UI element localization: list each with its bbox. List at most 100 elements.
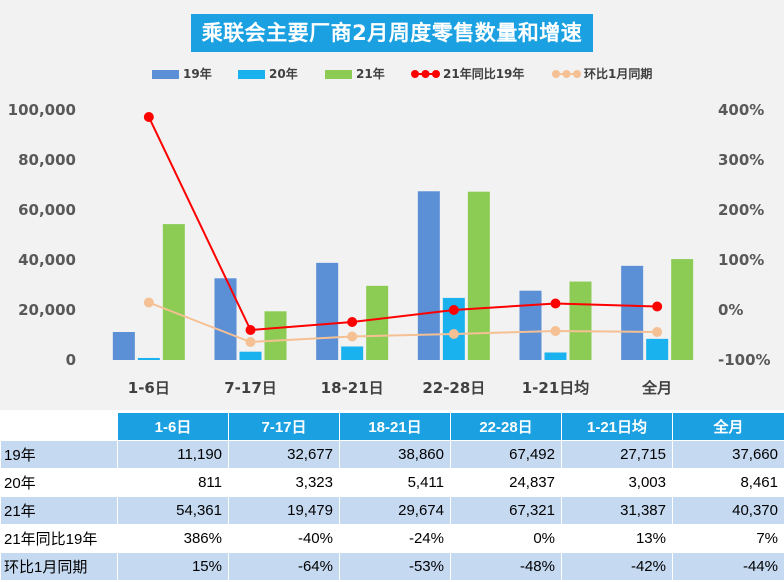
table-cell: 13% (561, 524, 673, 553)
legend-swatch-19年 (152, 70, 179, 79)
table-row: 21年同比19年 386% -40% -24% 0% 13% 7% (0, 524, 784, 553)
bar-20年-1-21日均 (544, 352, 567, 360)
bar-20年-7-17日 (239, 351, 262, 360)
table-cell: -24% (339, 524, 451, 553)
table-cell: 37,660 (672, 440, 784, 469)
table-row: 19年 11,190 32,677 38,860 67,492 27,715 3… (0, 440, 784, 469)
table-header: 1-6日 (117, 412, 229, 441)
table-cell: 67,321 (450, 496, 562, 525)
legend-marker (552, 70, 560, 78)
table-cell: -53% (339, 552, 451, 581)
table-header-row: 1-6日 7-17日 18-21日 22-28日 1-21日均 全月 (0, 412, 784, 441)
left-tick-label: 100,000 (8, 101, 76, 119)
bar-20年-全月 (646, 338, 669, 360)
bar-21年-1-6日 (162, 224, 185, 360)
right-tick-label: -100% (718, 351, 771, 369)
point-环比1月同期-全月 (652, 327, 663, 337)
legend-marker (432, 70, 440, 78)
legend-marker (421, 70, 430, 78)
table-cell: 54,361 (117, 496, 229, 525)
table-header: 全月 (672, 412, 784, 441)
category-label: 1-21日均 (522, 379, 590, 397)
table-cell: 7% (672, 524, 784, 553)
point-21年同比19年-1-21日均 (550, 298, 561, 309)
right-tick-label: 200% (718, 201, 764, 219)
row-label: 环比1月同期 (0, 552, 118, 581)
legend-label: 21年 (356, 66, 385, 81)
left-tick-label: 40,000 (18, 251, 76, 269)
point-环比1月同期-1-21日均 (550, 326, 561, 336)
bar-20年-1-6日 (137, 357, 160, 360)
table-cell: 386% (117, 524, 229, 553)
row-label: 21年 (0, 496, 118, 525)
right-axis: -100% 0% 100% 200% 300% 400% (718, 101, 771, 369)
chart-title: 乘联会主要厂商2月周度零售数量和增速 (191, 14, 593, 52)
legend: 19年 20年 21年 21年同比19年 环比1月同期 (152, 66, 652, 81)
category-label: 18-21日 (321, 379, 384, 397)
category-label: 22-28日 (422, 379, 485, 397)
table-cell: 3,323 (228, 468, 340, 497)
right-tick-label: 400% (718, 101, 764, 119)
table-header: 7-17日 (228, 412, 340, 441)
table-cell: 38,860 (339, 440, 451, 469)
point-环比1月同期-7-17日 (245, 337, 256, 347)
row-label: 20年 (0, 468, 118, 497)
table-header: 22-28日 (450, 412, 562, 441)
legend-marker (573, 70, 581, 78)
row-label: 19年 (0, 440, 118, 469)
left-tick-label: 60,000 (18, 201, 76, 219)
table-cell: 15% (117, 552, 229, 581)
point-21年同比19年-18-21日 (347, 317, 358, 327)
bar-19年-7-17日 (214, 278, 237, 360)
category-label: 1-6日 (128, 379, 170, 397)
table-header: 18-21日 (339, 412, 451, 441)
legend-swatch-21年 (325, 70, 352, 79)
point-21年同比19年-22-28日 (448, 305, 459, 315)
table-cell: -42% (561, 552, 673, 581)
table-cell: 5,411 (339, 468, 451, 497)
bar-21年-全月 (671, 259, 694, 360)
table-cell: 11,190 (117, 440, 229, 469)
chart-area: 乘联会主要厂商2月周度零售数量和增速 19年 20年 21年 21年同比19年 环比1月… (0, 0, 784, 410)
chart-svg: 19年 20年 21年 21年同比19年 环比1月同期 0 20,000 40,000 60,… (8, 66, 771, 397)
table-cell: 67,492 (450, 440, 562, 469)
bar-20年-22-28日 (442, 297, 465, 360)
bar-21年-22-28日 (467, 191, 490, 360)
table-corner (0, 412, 118, 441)
row-label: 21年同比19年 (0, 524, 118, 553)
bar-19年-1-21日均 (519, 290, 542, 360)
bar-19年-全月 (621, 265, 644, 360)
category-label: 7-17日 (224, 379, 277, 397)
table-cell: 811 (117, 468, 229, 497)
left-tick-label: 80,000 (18, 151, 76, 169)
bar-21年-18-21日 (366, 285, 389, 360)
table-cell: 32,677 (228, 440, 340, 469)
table-cell: 8,461 (672, 468, 784, 497)
right-tick-label: 0% (718, 301, 743, 319)
table-cell: 29,674 (339, 496, 451, 525)
table-row: 20年 811 3,323 5,411 24,837 3,003 8,461 (0, 468, 784, 497)
point-环比1月同期-22-28日 (448, 329, 459, 339)
point-21年同比19年-1-6日 (143, 112, 154, 122)
point-环比1月同期-1-6日 (143, 297, 154, 308)
legend-label: 20年 (269, 66, 298, 81)
bar-19年-1-6日 (112, 332, 135, 360)
line-环比1月同期 (148, 301, 658, 344)
right-tick-label: 300% (718, 151, 764, 169)
table-cell: 3,003 (561, 468, 673, 497)
category-labels: 1-6日 7-17日 18-21日 22-28日 1-21日均 全月 (128, 379, 672, 397)
legend-label: 环比1月同期 (584, 66, 652, 81)
data-table: 1-6日 7-17日 18-21日 22-28日 1-21日均 全月 19年 1… (0, 412, 784, 581)
right-tick-label: 100% (718, 251, 764, 269)
line-21年同比19年 (147, 116, 658, 332)
legend-swatch-20年 (238, 70, 265, 79)
table-cell: 31,387 (561, 496, 673, 525)
bar-21年-1-21日均 (569, 281, 592, 360)
table-cell: 19,479 (228, 496, 340, 525)
left-axis: 0 20,000 40,000 60,000 80,000 100,000 (8, 101, 76, 369)
table-cell: -48% (450, 552, 562, 581)
bars (112, 191, 694, 360)
bar-19年-18-21日 (316, 262, 339, 360)
table-cell: -44% (672, 552, 784, 581)
bar-21年-7-17日 (264, 311, 287, 360)
